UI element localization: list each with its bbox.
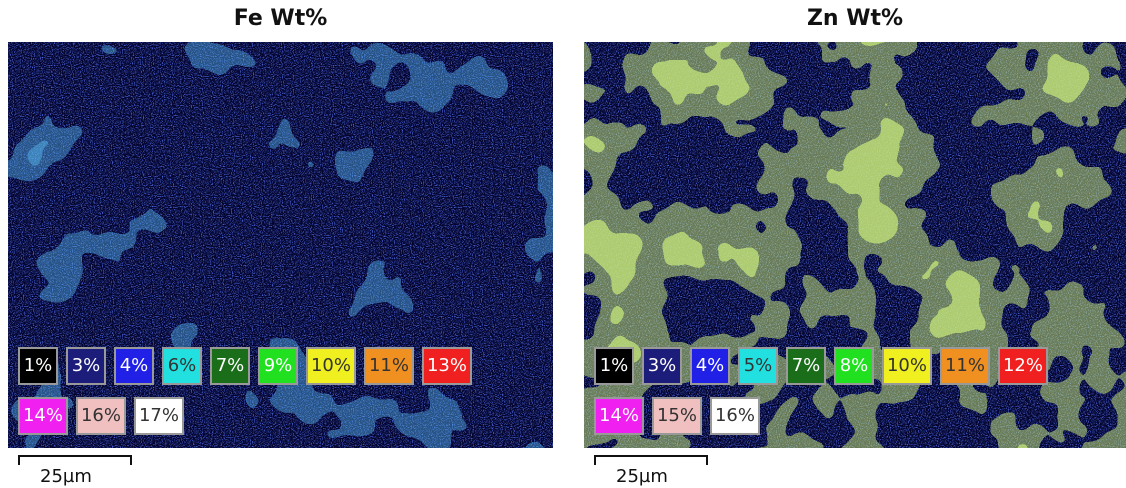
element-map: [8, 42, 553, 448]
map-texture: [8, 42, 553, 448]
legend-swatch: 5%: [738, 347, 778, 385]
map-title: Zn Wt%: [584, 6, 1126, 31]
legend-swatch: 16%: [76, 397, 126, 435]
legend-swatch: 4%: [114, 347, 154, 385]
legend-swatch: 1%: [594, 347, 634, 385]
legend-swatch: 16%: [710, 397, 760, 435]
legend-swatch: 17%: [134, 397, 184, 435]
legend-swatch: 14%: [594, 397, 644, 435]
map-panel: Zn Wt% 1%3%4%5%7%8%10%11%12% 14%15%16% 25µ…: [584, 0, 1126, 488]
legend-swatch: 12%: [998, 347, 1048, 385]
legend-swatch: 7%: [786, 347, 826, 385]
legend-swatch: 11%: [940, 347, 990, 385]
map-texture: [584, 42, 1126, 448]
legend-swatch: 15%: [652, 397, 702, 435]
map-title: Fe Wt%: [8, 6, 553, 31]
page: Fe Wt% 1%3%4%6%7%9%10%11%13%14%16%17%25µ…: [0, 0, 1126, 488]
scale-bar: [18, 455, 132, 465]
legend-swatch: 11%: [364, 347, 414, 385]
element-map: [584, 42, 1126, 448]
legend-swatch: 8%: [834, 347, 874, 385]
legend-swatch: 1%: [18, 347, 58, 385]
legend-swatch: 13%: [422, 347, 472, 385]
legend-swatch: 3%: [642, 347, 682, 385]
legend-swatch: 10%: [306, 347, 356, 385]
legend-swatch: 14%: [18, 397, 68, 435]
legend-swatch: 10%: [882, 347, 932, 385]
scale-bar: [594, 455, 708, 465]
legend-swatch: 6%: [162, 347, 202, 385]
legend-swatch: 7%: [210, 347, 250, 385]
scale-bar-label: 25µm: [616, 466, 668, 487]
legend-swatch: 3%: [66, 347, 106, 385]
legend-swatch: 4%: [690, 347, 730, 385]
map-panel: Fe Wt% 1%3%4%6%7%9%10%11%13% 14%16%17% 25µ…: [8, 0, 553, 488]
legend-swatch: 9%: [258, 347, 298, 385]
scale-bar-label: 25µm: [40, 466, 92, 487]
